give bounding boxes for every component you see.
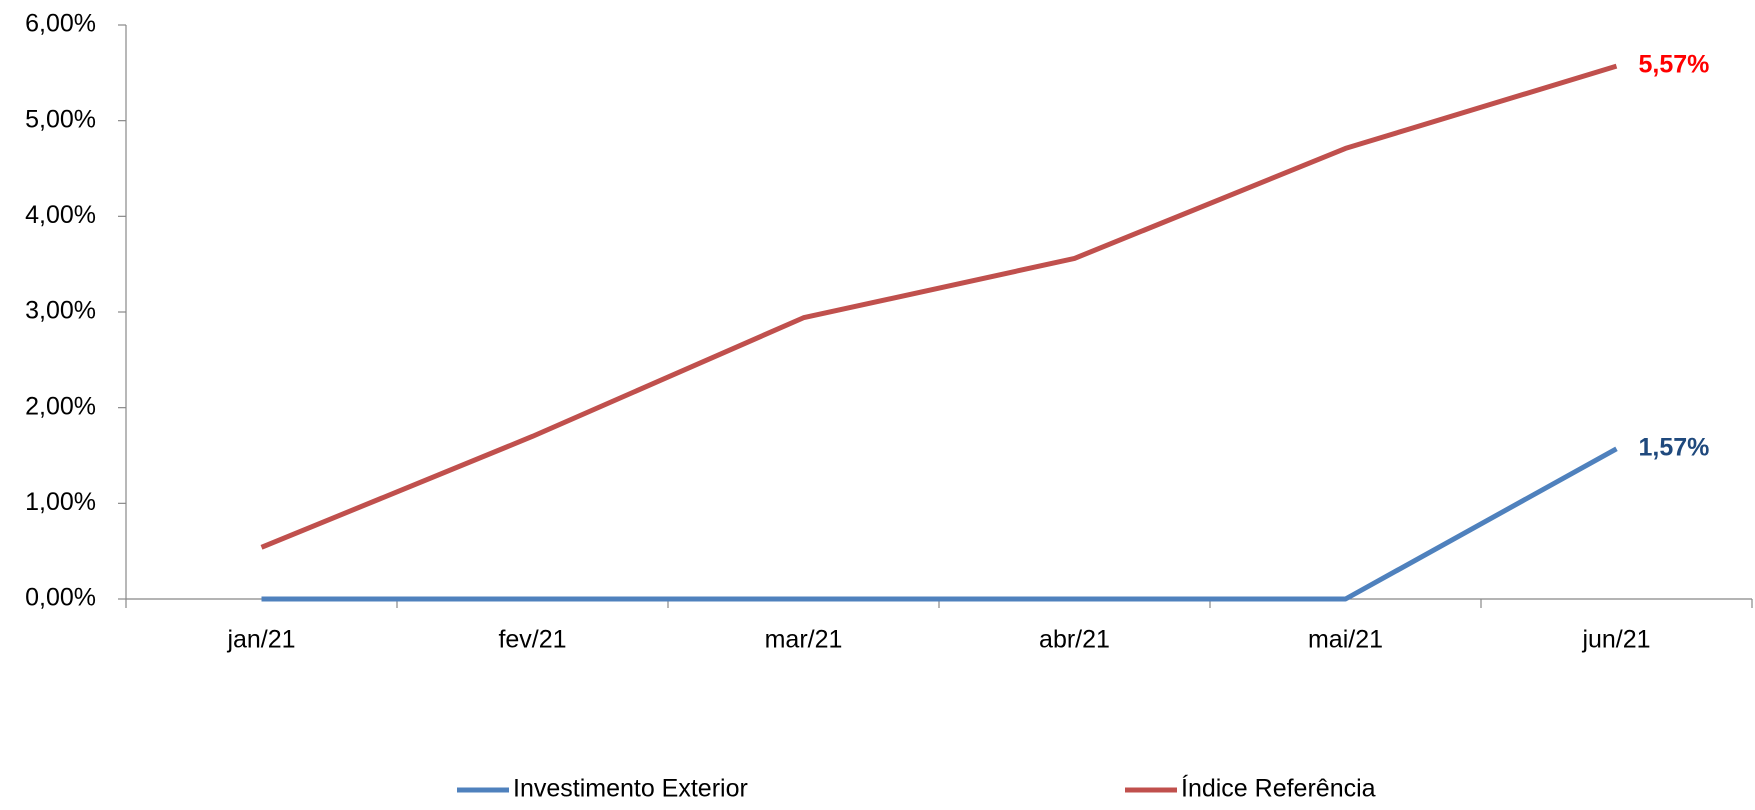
data-label: 1,57% [1639, 433, 1710, 461]
x-tick-label: jun/21 [1581, 626, 1650, 654]
legend-label: Investimento Exterior [513, 775, 748, 803]
x-tick-label: mai/21 [1308, 626, 1383, 654]
y-tick-label: 5,00% [25, 105, 96, 133]
x-tick-label: abr/21 [1039, 626, 1110, 654]
y-tick-label: 2,00% [25, 392, 96, 420]
y-tick-label: 1,00% [25, 488, 96, 516]
y-tick-label: 6,00% [25, 10, 96, 38]
x-tick-label: fev/21 [498, 626, 566, 654]
series-line [261, 446, 1618, 602]
legend-label: Índice Referência [1181, 774, 1376, 803]
y-tick-label: 4,00% [25, 201, 96, 229]
x-tick-label: jan/21 [226, 626, 295, 654]
y-tick-label: 0,00% [25, 584, 96, 612]
x-tick-label: mar/21 [765, 626, 843, 654]
series-line [260, 63, 1618, 550]
y-tick-label: 3,00% [25, 297, 96, 325]
data-label: 5,57% [1639, 51, 1710, 79]
